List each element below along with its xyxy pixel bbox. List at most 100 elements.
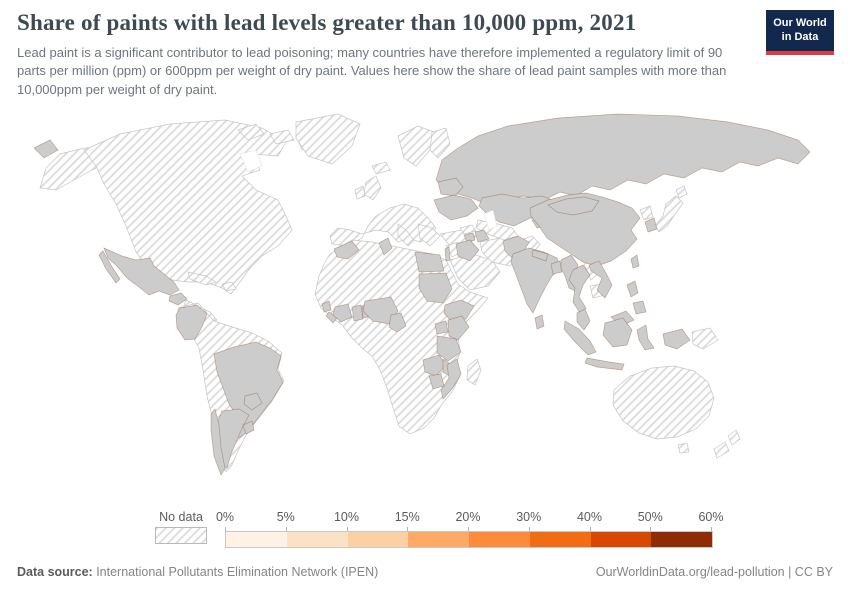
country-tunisia[interactable] [378,237,393,256]
legend-bin-40-50%[interactable] [590,532,652,547]
country-mexico[interactable] [103,247,180,296]
country-philippines-mindanao[interactable] [632,300,647,315]
data-source-note: Data source: International Pollutants El… [17,565,378,579]
country-nepal[interactable] [531,249,549,262]
region-tasmania[interactable] [677,442,690,454]
legend-bin-0-5%[interactable] [226,532,287,547]
country-colombia[interactable] [175,304,208,341]
country-indonesia-sulawesi[interactable] [636,324,655,351]
region-georgia[interactable] [459,224,477,235]
no-data-swatch[interactable] [155,527,207,544]
region-papua-new-guinea[interactable] [691,327,719,350]
country-azerbaijan[interactable] [474,229,490,243]
region-scandinavia[interactable] [397,125,435,167]
country-iraq[interactable] [455,239,480,262]
legend-bin-30-40%[interactable] [529,532,591,547]
country-nigeria[interactable] [362,296,399,325]
region-cuba[interactable] [187,271,217,286]
region-finland[interactable] [429,127,451,159]
country-sudan[interactable] [418,272,453,304]
country-israel[interactable] [444,246,451,262]
country-bangladesh[interactable] [550,260,563,275]
region-australia[interactable] [612,365,715,440]
country-south-korea[interactable] [644,217,658,233]
legend-bin-10-15%[interactable] [347,532,409,547]
country-ghana[interactable] [351,304,364,322]
no-data-label: No data [159,510,203,524]
country-malaysia-peninsula[interactable] [576,308,591,331]
owid-logo-line2: in Data [781,30,819,43]
legend-bin-15-20%[interactable] [408,532,469,547]
legend-tick-label: 10% [333,510,360,524]
country-zambia[interactable] [422,354,447,377]
country-kenya[interactable] [447,315,470,341]
country-sri-lanka[interactable] [534,314,545,330]
chart-title: Share of paints with lead levels greater… [17,10,637,35]
region-greenland[interactable] [295,113,361,165]
country-morocco[interactable] [333,240,360,260]
country-indonesia-java[interactable] [584,357,625,371]
region-new-zealand-south[interactable] [713,441,730,459]
country-brazil[interactable] [213,341,284,439]
country-belarus[interactable] [437,177,464,197]
country-cameroon[interactable] [388,312,407,333]
world-choropleth-map[interactable] [0,106,850,510]
legend-tick-labels: 0% 5% 10% 15% 20% 30% 40% 50% 60% [216,510,724,536]
country-ethiopia[interactable] [443,299,475,322]
country-mexico-baja[interactable] [98,250,121,284]
legend-bin-50-60%[interactable] [651,532,712,547]
region-new-zealand-north[interactable] [727,429,741,446]
country-russia-far-east[interactable] [33,139,59,159]
country-vietnam[interactable] [588,260,613,299]
country-guatemala[interactable] [168,292,188,306]
region-ireland[interactable] [354,185,366,200]
country-egypt[interactable] [414,251,445,273]
region-balkans[interactable] [417,223,441,247]
country-philippines-luzon[interactable] [626,280,639,298]
legend-no-data[interactable]: No data [155,510,207,549]
country-thailand[interactable] [568,264,591,314]
country-indonesia-kalimantan[interactable] [602,317,633,348]
country-india[interactable] [510,247,562,314]
country-chile[interactable] [210,408,226,476]
legend-bin-5-10%[interactable] [286,532,348,547]
region-saudi-arabia[interactable] [449,253,501,291]
country-cote-divoire[interactable] [332,303,353,323]
owid-logo[interactable]: Our World in Data [766,10,834,55]
legend-bin-20-30%[interactable] [469,532,530,547]
data-source-label: Data source: [17,565,93,579]
region-italy[interactable] [397,223,415,247]
region-madagascar[interactable] [466,358,482,386]
country-mozambique[interactable] [440,358,462,400]
country-zimbabwe[interactable] [428,373,445,390]
region-uk[interactable] [363,175,382,201]
country-russia[interactable] [435,113,811,205]
country-paraguay[interactable] [243,392,263,411]
region-canada-usa[interactable] [83,119,293,295]
legend-color-bar[interactable] [225,531,713,548]
inland-water [239,149,498,231]
country-taiwan[interactable] [630,254,640,269]
region-hokkaido[interactable] [675,185,688,199]
owid-url-link[interactable]: OurWorldinData.org/lead-pollution | CC B… [595,565,833,579]
legend-tick-label: 50% [637,510,663,524]
country-uruguay[interactable] [242,420,255,435]
country-indonesia-papua[interactable] [662,328,691,350]
region-japan[interactable] [654,195,684,233]
country-ukraine[interactable] [433,194,479,221]
region-north-korea[interactable] [639,205,654,221]
legend-tick-label: 60% [698,510,724,524]
country-indonesia-sumatra[interactable] [563,320,597,356]
country-mongolia[interactable] [547,196,600,216]
region-central-asia[interactable] [475,219,519,241]
rights-note: OurWorldinData.org/lead-pollution | CC B… [596,565,833,579]
region-iceland[interactable] [371,161,391,175]
country-armenia[interactable] [463,232,476,243]
region-hispaniola[interactable] [221,281,237,292]
country-sierra-leone[interactable] [321,300,332,313]
region-arctic-island[interactable] [237,123,265,141]
country-tanzania[interactable] [436,335,462,362]
region-arctic-island[interactable] [269,129,295,145]
country-uganda[interactable] [434,320,449,335]
